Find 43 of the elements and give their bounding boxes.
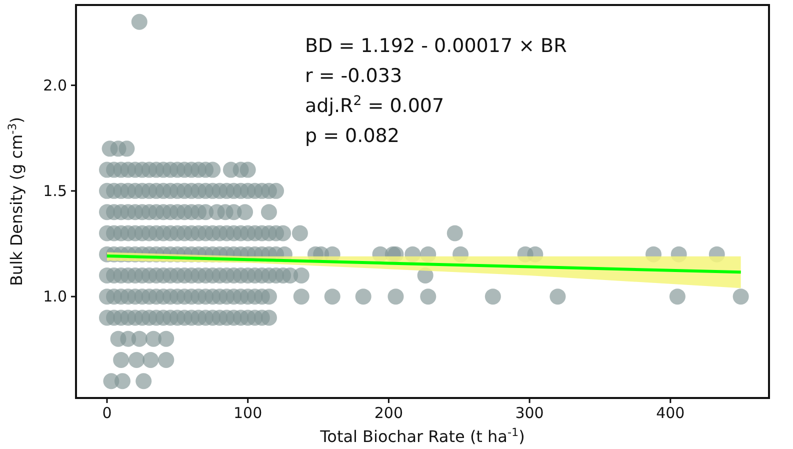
point: [484, 288, 501, 305]
annotation: adj.R$^{2}$ = 0.007: [305, 94, 444, 117]
point: [131, 14, 148, 30]
annotation: p = 0.082: [305, 125, 400, 147]
point: [118, 140, 135, 157]
point: [355, 288, 372, 305]
point: [237, 204, 254, 220]
x-tick-label: 200: [374, 404, 404, 422]
point: [260, 204, 277, 220]
annotation: r = -0.033: [305, 65, 402, 87]
point: [324, 288, 340, 305]
point: [204, 162, 221, 178]
x-tick-label: 0: [102, 404, 112, 422]
point: [260, 310, 277, 326]
point: [446, 225, 463, 242]
point: [158, 330, 174, 347]
point: [293, 288, 310, 305]
point: [113, 352, 130, 368]
point: [669, 288, 686, 305]
point: [275, 225, 292, 242]
point: [388, 288, 404, 305]
point: [131, 330, 148, 347]
point: [732, 288, 749, 305]
point: [142, 352, 159, 368]
point: [240, 162, 256, 178]
point: [260, 288, 277, 305]
x-axis-title: Total Biochar Rate (t ha$^{-1}$): [319, 426, 525, 446]
point: [420, 288, 436, 305]
point: [136, 373, 152, 390]
point: [158, 352, 174, 368]
y-tick-label: 2.0: [43, 76, 67, 94]
annotation: BD = 1.192 - 0.00017 × BR: [305, 35, 567, 57]
point: [268, 182, 284, 199]
y-tick-label: 1.5: [43, 182, 67, 200]
point: [550, 288, 566, 305]
point: [128, 352, 145, 368]
x-tick-label: 100: [234, 404, 262, 422]
point: [293, 267, 310, 284]
x-tick-label: 400: [656, 404, 685, 422]
x-tick-label: 300: [515, 404, 544, 422]
point: [292, 225, 308, 242]
y-tick-label: 1.0: [43, 288, 67, 306]
point: [114, 373, 130, 390]
